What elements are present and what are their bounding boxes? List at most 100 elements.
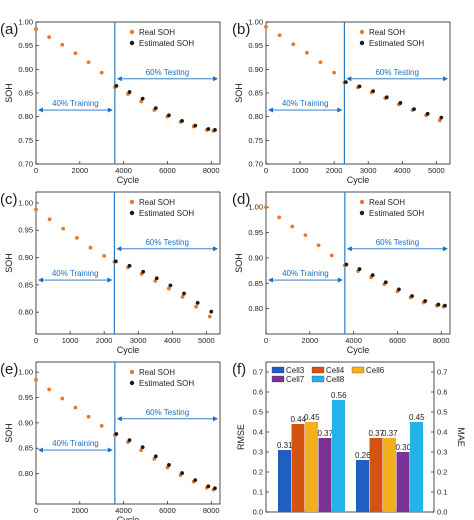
y-tick-label: 0.95 <box>248 41 263 50</box>
estimated-soh-point <box>357 267 362 271</box>
real-soh-point <box>86 414 91 419</box>
bar-cell3-rmse <box>278 450 291 512</box>
panel-e: (e) 0 2000 4000 6000 8000 0.80 0.85 0.90 0.95 1.00… <box>0 361 221 520</box>
y-tick-label: 0.90 <box>18 65 33 74</box>
x-axis-label: Cycle <box>347 345 370 355</box>
estimated-soh-point <box>206 127 211 131</box>
estimated-soh-point <box>154 276 159 281</box>
x-tick-label: 6000 <box>159 506 176 515</box>
real-soh-point <box>47 387 52 392</box>
real-soh-point <box>316 243 321 248</box>
x-tick-label: 1000 <box>292 166 309 175</box>
training-arrow-head-left <box>38 107 43 113</box>
estimated-soh-point <box>397 287 401 292</box>
bar-cell8-mae <box>410 422 423 512</box>
panel-label: (d) <box>232 191 250 208</box>
x-tick-label: 2000 <box>326 166 343 175</box>
training-label: 40% Training <box>52 99 99 108</box>
real-soh-point <box>303 233 308 238</box>
real-soh-point <box>291 42 296 47</box>
legend-estimated-marker <box>129 380 135 386</box>
estimated-soh-point <box>436 302 441 307</box>
legend-estimated-label: Estimated SOH <box>369 39 424 48</box>
y-tick-label: 0.95 <box>18 226 33 235</box>
plot-frame <box>265 361 435 513</box>
legend-label-cell4: Cell4 <box>326 366 345 375</box>
y-tick-label: 0.7 <box>253 368 263 377</box>
estimated-soh-point <box>140 445 145 450</box>
real-soh-point <box>290 224 295 229</box>
y-tick-label: 0.0 <box>253 508 263 517</box>
estimated-soh-point <box>343 80 348 85</box>
real-soh-point <box>61 226 66 231</box>
estimated-soh-point <box>167 463 171 467</box>
training-arrow-head-right <box>107 447 113 453</box>
x-tick-label: 2000 <box>96 336 113 345</box>
y-tick-label: 0.6 <box>253 388 263 397</box>
training-label: 40% Training <box>282 269 329 278</box>
x-tick-label: 8000 <box>203 506 220 515</box>
estimated-soh-point <box>153 106 158 111</box>
training-arrow-head-right <box>337 277 343 283</box>
real-soh-point <box>166 286 171 291</box>
y-tick-label: 1.00 <box>18 368 33 377</box>
panel-label: (b) <box>232 21 250 38</box>
testing-arrow-head-right <box>443 246 448 252</box>
y-tick-label: 0.2 <box>253 468 263 477</box>
x-tick-label: 0 <box>34 336 38 345</box>
legend-estimated-marker <box>129 40 135 46</box>
x-tick-label: 0 <box>34 166 38 175</box>
estimated-soh-point <box>384 95 389 100</box>
y-tick-label: 0.70 <box>248 160 263 169</box>
x-tick-label: 5000 <box>198 336 215 345</box>
estimated-soh-point <box>167 113 171 118</box>
estimated-soh-point <box>412 107 416 111</box>
legend-real-marker <box>359 29 365 35</box>
estimated-soh-point <box>180 119 184 123</box>
legend-swatch-cell3 <box>271 366 285 374</box>
legend-real-label: Real SOH <box>369 198 405 207</box>
real-soh-point <box>304 50 309 55</box>
panel-label: (e) <box>0 361 18 378</box>
testing-label: 60% Testing <box>145 238 188 247</box>
y-axis-label: SOH <box>4 253 14 273</box>
legend-estimated-label: Estimated SOH <box>139 379 194 388</box>
legend-real-label: Real SOH <box>139 198 175 207</box>
bar-value-label: 0.45 <box>409 413 425 422</box>
testing-label: 60% Testing <box>376 238 419 247</box>
y-tick-label: 1.00 <box>248 18 263 27</box>
bar-cell4-rmse <box>291 424 305 512</box>
y2-tick-label: 0.7 <box>437 368 447 377</box>
y-tick-label: 0.95 <box>18 393 33 402</box>
bar-value-label: 0.56 <box>331 391 347 400</box>
real-soh-point <box>332 70 337 75</box>
estimated-soh-point <box>213 486 217 491</box>
estimated-soh-point <box>410 294 414 298</box>
y-axis-label: RMSE <box>236 424 246 450</box>
testing-arrow-head-left <box>346 76 352 82</box>
training-arrow-head-left <box>268 107 273 113</box>
estimated-soh-point <box>370 273 375 278</box>
estimated-soh-point <box>140 96 145 101</box>
y2-tick-label: 0.5 <box>437 408 447 417</box>
x-tick-label: 4000 <box>115 506 132 515</box>
legend-estimated-marker <box>129 210 135 216</box>
real-soh-point <box>47 35 52 40</box>
bar-cell7-mae <box>396 452 410 512</box>
real-soh-point <box>207 314 212 319</box>
y-tick-label: 0.75 <box>18 136 33 145</box>
legend-real-marker <box>129 369 135 375</box>
training-label: 40% Training <box>52 269 99 278</box>
legend-label-cell3: Cell3 <box>286 366 305 375</box>
panel-b: (b) 0 1000 2000 3000 4000 5000 0.70 0.75 0.80 0.85… <box>232 18 451 185</box>
estimated-soh-point <box>195 300 200 305</box>
y2-tick-label: 0.1 <box>437 488 447 497</box>
bar-value-label: 0.26 <box>355 451 371 460</box>
y-axis-label: SOH <box>234 253 244 273</box>
real-soh-point <box>139 99 144 104</box>
real-soh-point <box>88 245 93 250</box>
legend-real-label: Real SOH <box>139 28 175 37</box>
estimated-soh-point <box>439 115 444 120</box>
plot-frame <box>35 361 221 505</box>
